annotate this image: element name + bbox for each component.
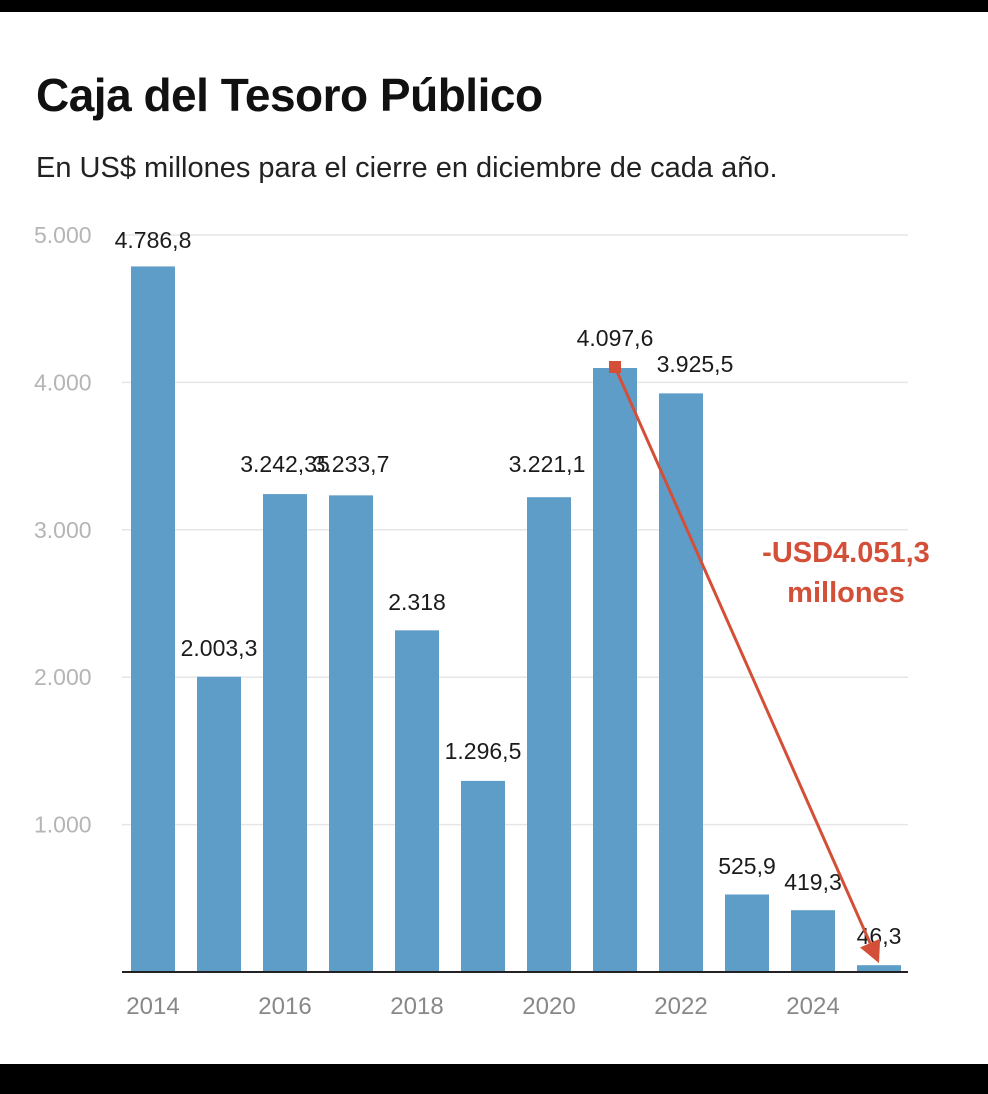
y-tick-label: 3.000	[34, 517, 92, 543]
data-label: 2.318	[388, 589, 446, 615]
data-label: 1.296,5	[445, 738, 522, 764]
bar	[791, 910, 835, 972]
x-tick-label: 2014	[126, 993, 179, 1020]
annotation-arrow-start	[609, 361, 621, 374]
x-axis-ticks: 2014 2016 2018 2020 2022 2024	[126, 993, 839, 1020]
x-tick-label: 2016	[258, 993, 311, 1020]
y-tick-label: 5.000	[34, 222, 92, 248]
bar	[329, 495, 373, 972]
data-label: 3.242,35	[240, 451, 330, 477]
bar	[857, 965, 901, 972]
y-axis-ticks: 1.000 2.000 3.000 4.000 5.000	[34, 222, 92, 838]
bar	[593, 368, 637, 972]
annotation: -USD4.051,3 millones	[609, 361, 930, 964]
bar	[395, 630, 439, 972]
y-tick-label: 4.000	[34, 369, 92, 395]
data-labels: 4.786,8 2.003,3 3.242,353.233,7 2.318 1.296,…	[115, 227, 902, 949]
bar	[461, 780, 505, 972]
x-tick-label: 2024	[786, 993, 839, 1020]
annotation-amount: -USD4.051,3	[762, 537, 930, 569]
x-tick-label: 2018	[390, 993, 443, 1020]
data-label: 3.233,7	[313, 451, 390, 477]
x-tick-label: 2020	[522, 993, 575, 1020]
bar	[725, 894, 769, 972]
annotation-arrow	[613, 366, 872, 944]
bar	[197, 676, 241, 972]
data-label: 419,3	[784, 869, 842, 895]
bar	[659, 393, 703, 972]
bars	[131, 266, 901, 973]
gridlines	[122, 234, 908, 826]
annotation-arrow-head	[860, 938, 881, 964]
y-tick-label: 1.000	[34, 812, 92, 838]
bar	[527, 497, 571, 972]
y-tick-label: 2.000	[34, 664, 92, 690]
data-label: 3.221,1	[509, 451, 586, 477]
annotation-unit: millones	[787, 577, 905, 609]
bar	[263, 494, 307, 972]
data-label: 2.003,3	[181, 635, 258, 661]
chart-subtitle: En US$ millones para el cierre en diciem…	[36, 152, 778, 184]
bar	[131, 266, 175, 973]
x-tick-label: 2022	[654, 993, 707, 1020]
data-label: 525,9	[718, 853, 776, 879]
data-label: 3.925,5	[657, 351, 734, 377]
data-label: 4.786,8	[115, 227, 192, 253]
chart-title: Caja del Tesoro Público	[36, 69, 543, 121]
data-label: 4.097,6	[577, 325, 654, 351]
